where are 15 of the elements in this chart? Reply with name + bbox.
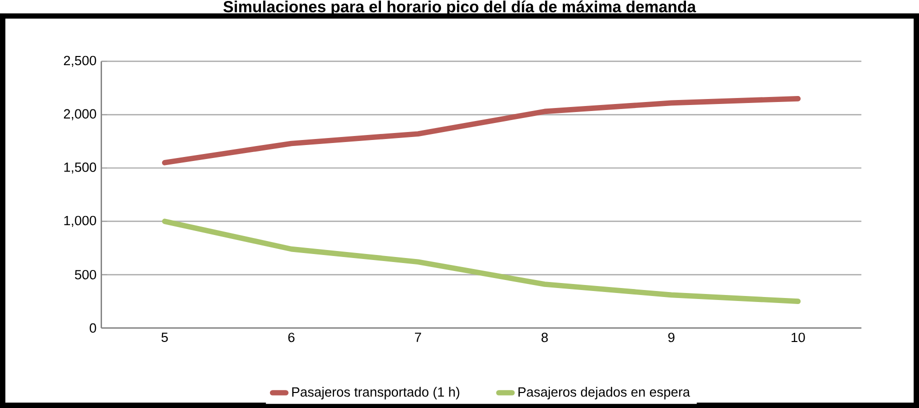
x-tick-label: 10 xyxy=(792,332,805,342)
y-tick-label: 500 xyxy=(74,270,96,280)
x-tick-label: 6 xyxy=(288,332,294,342)
x-tick-label: 5 xyxy=(162,332,168,342)
y-tick-label: 2,500 xyxy=(64,56,96,67)
x-tick-label: 8 xyxy=(542,332,548,342)
y-tick-label: 1,500 xyxy=(64,162,96,174)
chart-title: Simulaciones para el horario pico del día de máxima demanda xyxy=(223,0,696,16)
y-tick-label: 2,000 xyxy=(64,109,96,120)
y-tick-label: 0 xyxy=(90,323,96,333)
legend-label: Pasajeros transportado (1 h) xyxy=(292,386,460,400)
x-tick-label: 7 xyxy=(414,332,422,342)
y-tick-label: 1,000 xyxy=(64,216,96,227)
legend-label: Pasajeros dejados en espera xyxy=(518,386,690,400)
x-tick-label: 9 xyxy=(668,332,674,342)
